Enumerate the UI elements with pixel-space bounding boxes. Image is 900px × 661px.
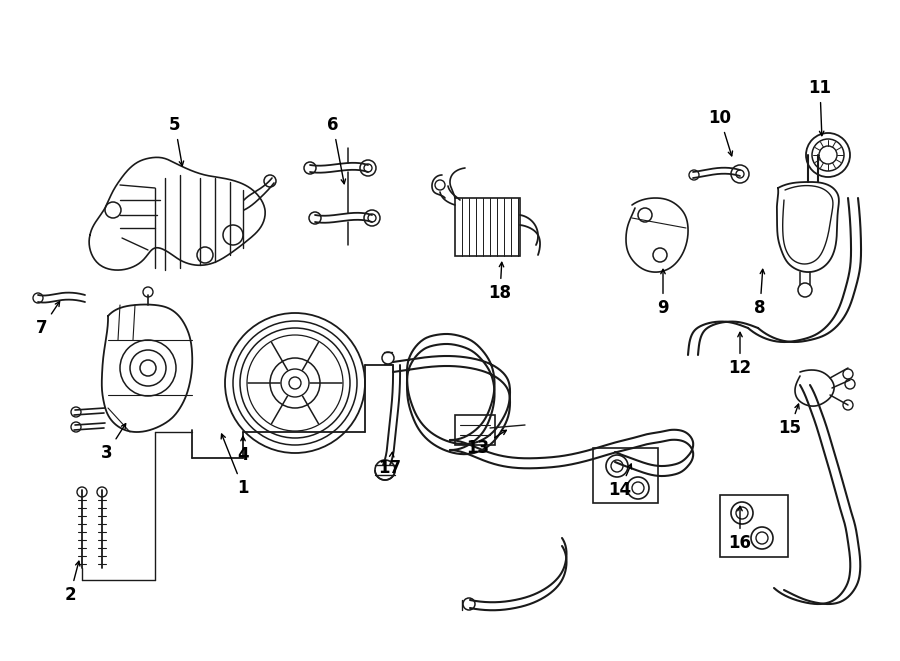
Text: 9: 9 bbox=[657, 269, 669, 317]
Bar bbox=[593, 448, 658, 503]
Bar bbox=[455, 415, 495, 445]
Text: 13: 13 bbox=[466, 430, 507, 457]
Text: 5: 5 bbox=[169, 116, 184, 166]
Text: 6: 6 bbox=[328, 116, 346, 184]
Text: 8: 8 bbox=[754, 269, 766, 317]
Bar bbox=[455, 198, 520, 256]
Text: 18: 18 bbox=[489, 262, 511, 302]
Text: 4: 4 bbox=[238, 436, 248, 464]
Text: 3: 3 bbox=[101, 424, 126, 462]
Text: 11: 11 bbox=[808, 79, 832, 136]
Text: 16: 16 bbox=[728, 506, 752, 552]
Text: 7: 7 bbox=[36, 301, 59, 337]
Text: 12: 12 bbox=[728, 332, 752, 377]
Text: 17: 17 bbox=[378, 452, 401, 477]
Text: 10: 10 bbox=[708, 109, 733, 156]
Text: 14: 14 bbox=[608, 464, 632, 499]
Text: 1: 1 bbox=[221, 434, 248, 497]
Text: 15: 15 bbox=[778, 404, 802, 437]
Text: 2: 2 bbox=[64, 561, 80, 604]
Bar bbox=[720, 495, 788, 557]
